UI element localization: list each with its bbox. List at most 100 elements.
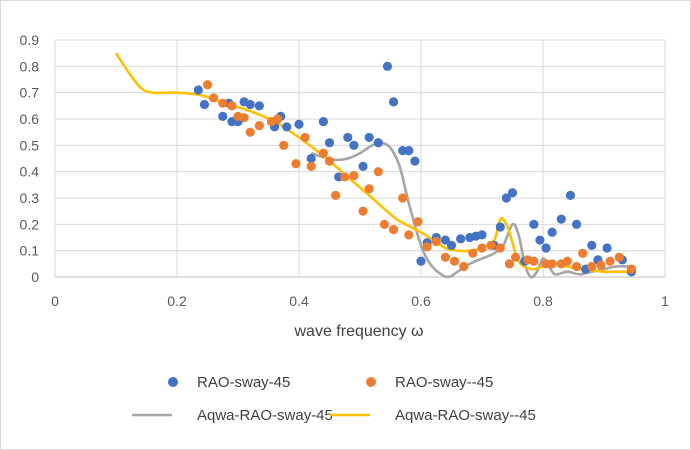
line-series-group xyxy=(114,52,632,279)
data-point-rao-sway-45 xyxy=(331,190,341,200)
y-tick-label: 0.2 xyxy=(20,216,40,232)
data-point-rao-sway-45 xyxy=(318,117,328,127)
x-tick-label: 0.6 xyxy=(411,293,431,309)
data-point-rao-sway-45 xyxy=(431,236,441,247)
data-point-rao-sway-45 xyxy=(547,259,557,269)
data-point-rao-sway-45 xyxy=(596,260,606,270)
data-point-rao-sway-45 xyxy=(422,242,432,252)
x-tick-label: 1 xyxy=(661,293,669,309)
legend-marker-swatch xyxy=(168,377,178,387)
data-point-rao-sway-45 xyxy=(227,101,237,111)
data-point-rao-sway-45 xyxy=(349,140,359,150)
legend-entry: RAO-sway--45 xyxy=(366,374,493,391)
data-point-rao-sway-45 xyxy=(416,256,426,266)
data-point-rao-sway-45 xyxy=(459,261,469,272)
data-point-rao-sway-45 xyxy=(404,230,414,240)
data-point-rao-sway-45 xyxy=(202,80,213,90)
data-point-rao-sway-45 xyxy=(477,243,487,253)
y-tick-label: 0.3 xyxy=(20,190,40,206)
data-point-rao-sway-45 xyxy=(364,132,374,143)
data-point-rao-sway-45 xyxy=(614,252,624,262)
data-point-rao-sway-45 xyxy=(501,193,511,203)
data-point-rao-sway-45 xyxy=(358,206,368,216)
data-point-rao-sway-45 xyxy=(209,93,219,103)
legend-entry: Aqwa-RAO-sway-45 xyxy=(132,407,333,424)
data-point-rao-sway-45 xyxy=(388,97,399,107)
data-point-rao-sway-45 xyxy=(587,261,597,272)
data-point-rao-sway-45 xyxy=(306,161,316,171)
data-point-rao-sway-45 xyxy=(388,225,399,235)
x-tick-label: 0 xyxy=(51,293,59,309)
x-tick-label: 0.2 xyxy=(167,293,187,309)
data-point-rao-sway-45 xyxy=(254,101,264,111)
data-point-rao-sway-45 xyxy=(340,172,350,182)
data-point-rao-sway-45 xyxy=(456,234,466,244)
data-point-rao-sway-45 xyxy=(373,138,383,148)
axes: 0 0.1 0.2 0.3 0.4 0.5 0.6 0.7 0.8 0.9 0 0.2 0.4 0.6 0.… xyxy=(20,32,670,309)
series-line-aqwa-rao-sway-45 xyxy=(114,52,632,274)
data-point-rao-sway-45 xyxy=(562,256,573,266)
legend-label: RAO-sway--45 xyxy=(395,374,493,391)
data-point-rao-sway-45 xyxy=(413,217,423,227)
legend-label: Aqwa-RAO-sway-45 xyxy=(197,407,333,424)
data-point-rao-sway-45 xyxy=(602,243,612,253)
data-point-rao-sway-45 xyxy=(279,140,289,150)
data-point-rao-sway-45 xyxy=(324,138,335,148)
y-tick-label: 0.8 xyxy=(20,58,40,74)
y-tick-label: 0.6 xyxy=(20,111,40,127)
data-point-rao-sway-45 xyxy=(291,159,301,169)
data-point-rao-sway-45 xyxy=(239,113,249,123)
data-point-rao-sway-45 xyxy=(529,219,539,229)
legend-entry: Aqwa-RAO-sway--45 xyxy=(330,407,536,424)
data-point-rao-sway-45 xyxy=(495,243,505,253)
legend: RAO-sway-45 RAO-sway--45 Aqwa-RAO-sway-45 A… xyxy=(132,374,536,424)
data-point-rao-sway-45 xyxy=(587,240,597,250)
data-point-rao-sway-45 xyxy=(486,240,496,250)
data-point-rao-sway-45 xyxy=(468,248,478,258)
data-point-rao-sway-45 xyxy=(273,114,283,124)
data-point-rao-sway-45 xyxy=(449,256,460,266)
data-point-rao-sway-45 xyxy=(626,264,637,274)
data-point-rao-sway-45 xyxy=(294,119,304,129)
data-point-rao-sway-45 xyxy=(306,153,316,164)
data-point-rao-sway-45 xyxy=(605,256,615,266)
data-point-rao-sway-45 xyxy=(245,127,255,137)
data-point-rao-sway-45 xyxy=(364,184,374,194)
data-point-rao-sway-45 xyxy=(358,161,368,171)
data-point-rao-sway-45 xyxy=(410,156,420,166)
data-point-rao-sway-45 xyxy=(446,240,457,250)
data-point-rao-sway-45 xyxy=(510,252,521,262)
data-point-rao-sway-45 xyxy=(507,188,518,198)
data-point-rao-sway-45 xyxy=(349,171,359,181)
scatter-points-group xyxy=(193,61,637,277)
data-point-rao-sway-45 xyxy=(578,248,588,258)
legend-label: Aqwa-RAO-sway--45 xyxy=(395,407,536,424)
data-point-rao-sway-45 xyxy=(565,190,576,200)
data-point-rao-sway-45 xyxy=(571,261,582,272)
data-point-rao-sway-45 xyxy=(404,146,414,156)
y-tick-label: 0.1 xyxy=(20,243,40,259)
y-tick-label: 0.9 xyxy=(20,32,40,48)
data-point-rao-sway-45 xyxy=(373,167,383,177)
data-point-rao-sway-45 xyxy=(282,122,292,132)
data-point-rao-sway-45 xyxy=(245,99,255,110)
data-point-rao-sway-45 xyxy=(324,156,335,166)
y-tick-label: 0 xyxy=(31,269,39,285)
data-point-rao-sway-45 xyxy=(300,132,310,143)
legend-entry: RAO-sway-45 xyxy=(168,374,290,391)
data-point-rao-sway-45 xyxy=(193,85,203,95)
data-point-rao-sway-45 xyxy=(343,132,353,143)
data-point-rao-sway-45 xyxy=(379,219,389,229)
gridlines xyxy=(55,39,666,277)
x-tick-label: 0.4 xyxy=(289,293,309,309)
data-point-rao-sway-45 xyxy=(535,235,545,245)
legend-marker-swatch xyxy=(366,377,376,387)
data-point-rao-sway-45 xyxy=(504,259,515,269)
data-point-rao-sway-45 xyxy=(541,243,551,253)
y-tick-label: 0.4 xyxy=(20,164,40,180)
data-point-rao-sway-45 xyxy=(440,235,450,245)
data-point-rao-sway-45 xyxy=(199,99,210,110)
x-tick-label: 0.8 xyxy=(533,293,553,309)
data-point-rao-sway-45 xyxy=(218,98,228,108)
